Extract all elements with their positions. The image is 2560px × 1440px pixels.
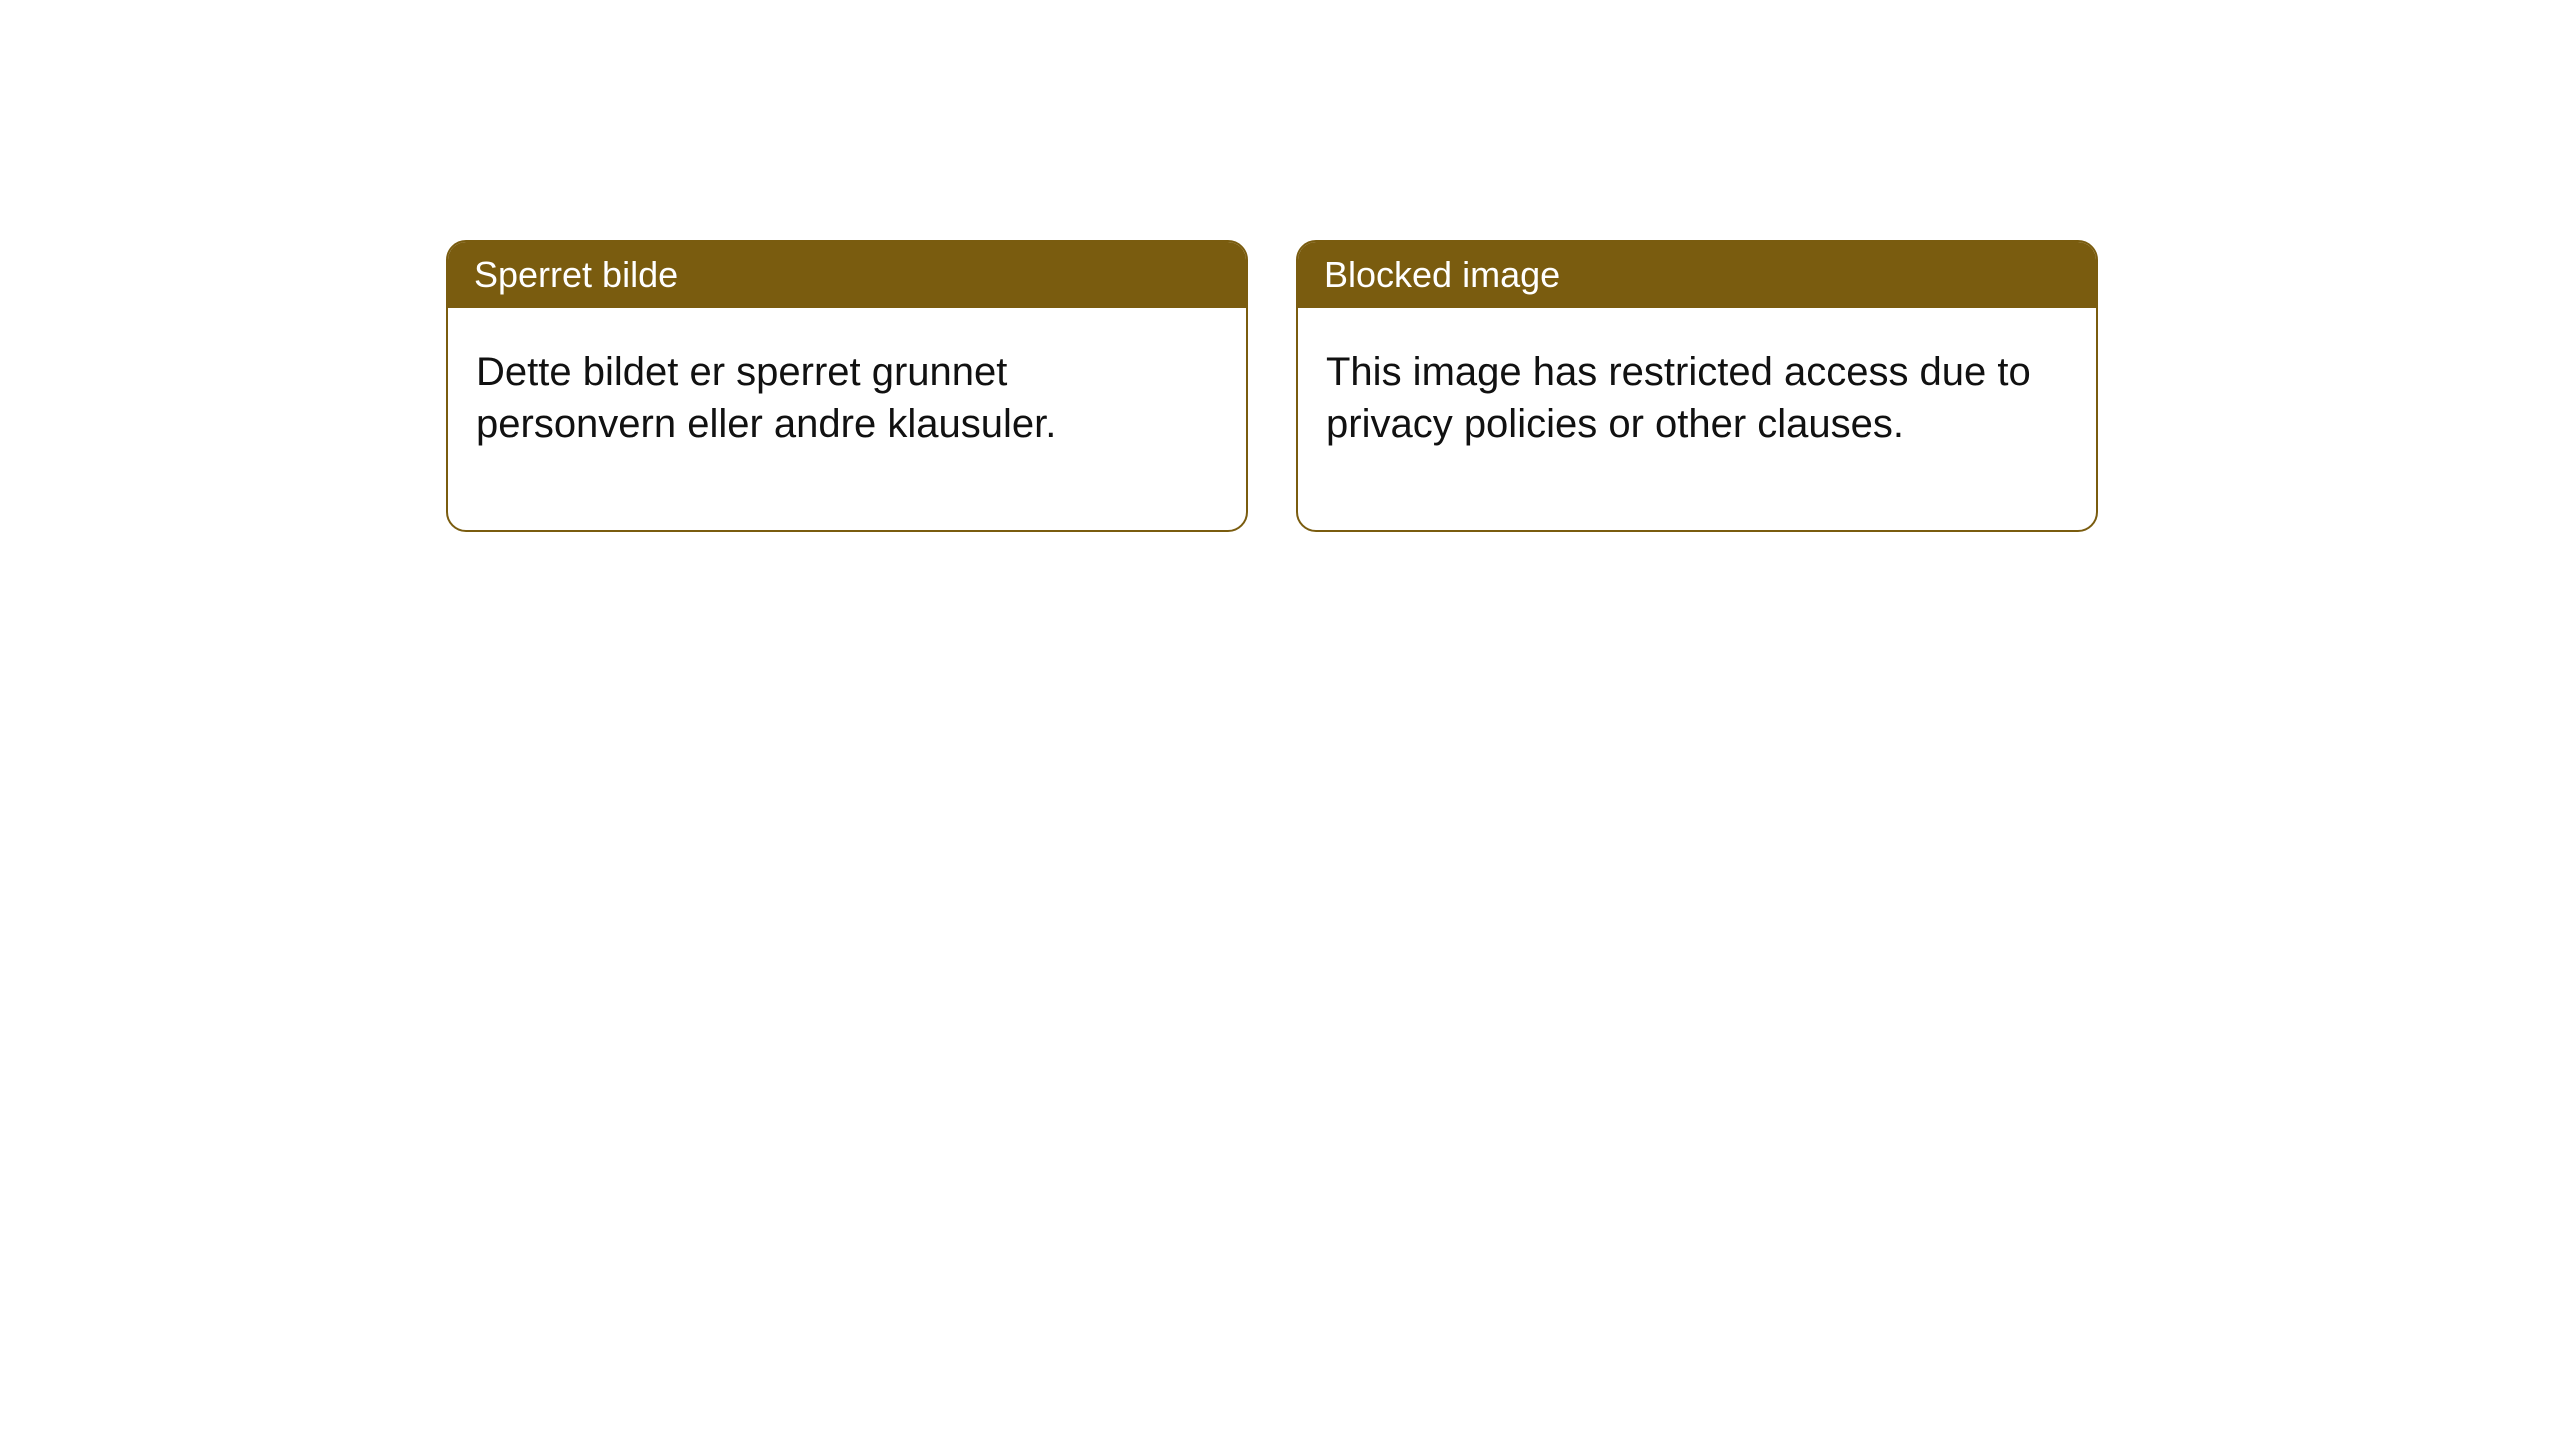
notice-header: Blocked image (1298, 242, 2096, 308)
notice-card-english: Blocked image This image has restricted … (1296, 240, 2098, 532)
notice-body: Dette bildet er sperret grunnet personve… (448, 308, 1246, 530)
notice-body: This image has restricted access due to … (1298, 308, 2096, 530)
notice-card-norwegian: Sperret bilde Dette bildet er sperret gr… (446, 240, 1248, 532)
notice-container: Sperret bilde Dette bildet er sperret gr… (0, 0, 2560, 532)
notice-header: Sperret bilde (448, 242, 1246, 308)
